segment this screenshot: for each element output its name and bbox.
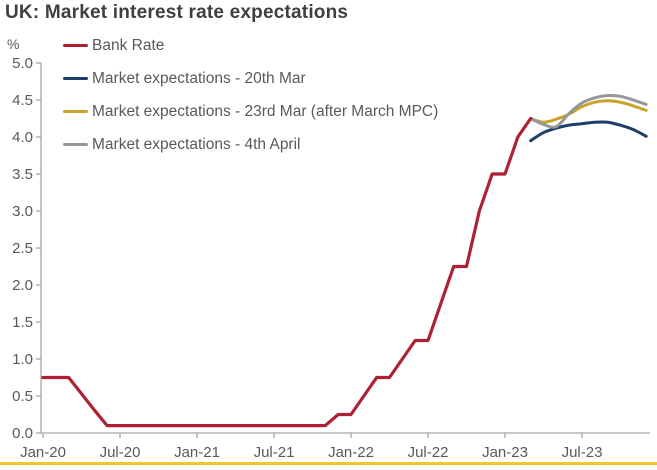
series-line-market-expectations-20th-mar xyxy=(529,120,648,143)
legend-label: Bank Rate xyxy=(92,36,165,54)
y-tick-label: 2.5 xyxy=(12,240,33,257)
x-tick-label: Jan-20 xyxy=(20,444,66,461)
x-tick-label: Jul-21 xyxy=(254,444,295,461)
y-tick-label: 3.5 xyxy=(12,166,33,183)
legend-label: Market expectations - 4th April xyxy=(92,135,301,153)
axes: 0.0 0.5 1.0 1.5 2.0 2.5 3.0 3.5 4.0 4.5 5.0 Jan-20 J… xyxy=(12,55,650,461)
legend-item-expectations-23rd-mar: Market expectations - 23rd Mar (after Ma… xyxy=(63,101,438,122)
y-tick-label: 1.5 xyxy=(12,314,33,331)
legend-item-expectations-4th-april: Market expectations - 4th April xyxy=(63,134,438,155)
legend-line-swatch-icon xyxy=(63,142,88,147)
y-axis-unit-label: % xyxy=(7,36,20,52)
y-tick-label: 4.0 xyxy=(12,129,33,146)
series-line-market-expectations-23rd-mar-after-march-mpc xyxy=(529,99,648,124)
series-line-bank-rate xyxy=(41,116,533,428)
y-tick-label: 5.0 xyxy=(12,55,33,72)
chart-title: UK: Market interest rate expectations xyxy=(5,2,349,23)
bottom-accent-bar xyxy=(0,462,657,465)
y-tick-label: 0.5 xyxy=(12,388,33,405)
x-tick-label: Jul-22 xyxy=(408,444,449,461)
legend-label: Market expectations - 20th Mar xyxy=(92,69,306,87)
x-tick-label: Jul-20 xyxy=(100,444,141,461)
data-series-lines xyxy=(41,93,648,428)
x-tick-label: Jan-23 xyxy=(482,444,528,461)
x-tick-label: Jul-23 xyxy=(562,444,603,461)
x-tick-label: Jan-21 xyxy=(174,444,220,461)
series-line-market-expectations-4th-april xyxy=(529,93,648,129)
legend-line-swatch-icon xyxy=(63,76,88,81)
legend-item-bank-rate: Bank Rate xyxy=(63,35,438,56)
y-tick-label: 1.0 xyxy=(12,351,33,368)
y-tick-label: 3.0 xyxy=(12,203,33,220)
legend: Bank Rate Market expectations - 20th Mar… xyxy=(63,35,438,155)
y-tick-label: 0.0 xyxy=(12,425,33,442)
y-tick-label: 2.0 xyxy=(12,277,33,294)
legend-item-expectations-20th-mar: Market expectations - 20th Mar xyxy=(63,68,438,89)
legend-label: Market expectations - 23rd Mar (after Ma… xyxy=(92,102,439,120)
legend-line-swatch-icon xyxy=(63,109,88,114)
x-tick-label: Jan-22 xyxy=(328,444,374,461)
legend-line-swatch-icon xyxy=(63,43,88,48)
y-tick-label: 4.5 xyxy=(12,92,33,109)
